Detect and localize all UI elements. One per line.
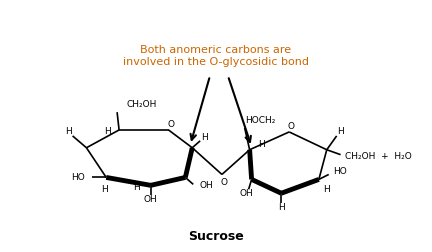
Text: H: H <box>201 133 207 142</box>
Text: CH₂OH: CH₂OH <box>127 100 157 109</box>
Text: O: O <box>167 119 174 129</box>
Text: H: H <box>324 185 330 194</box>
Text: H: H <box>278 203 285 212</box>
Text: OH: OH <box>144 195 158 204</box>
Text: HO: HO <box>333 167 346 176</box>
Text: O: O <box>220 178 227 187</box>
Text: H: H <box>104 128 111 136</box>
Text: OH: OH <box>199 181 213 190</box>
Text: H: H <box>65 128 72 136</box>
Text: HOCH₂: HOCH₂ <box>245 116 276 124</box>
Text: CH₂OH  +  H₂O: CH₂OH + H₂O <box>345 152 412 161</box>
Text: H: H <box>258 140 265 149</box>
Text: O: O <box>288 122 295 132</box>
Text: H: H <box>133 183 140 192</box>
Text: Sucrose: Sucrose <box>188 230 244 243</box>
Text: H: H <box>101 185 108 194</box>
Text: OH: OH <box>240 189 254 198</box>
Text: H: H <box>337 128 344 136</box>
Text: HO: HO <box>71 173 85 182</box>
Text: Both anomeric carbons are
involved in the O-glycosidic bond: Both anomeric carbons are involved in th… <box>123 45 309 67</box>
